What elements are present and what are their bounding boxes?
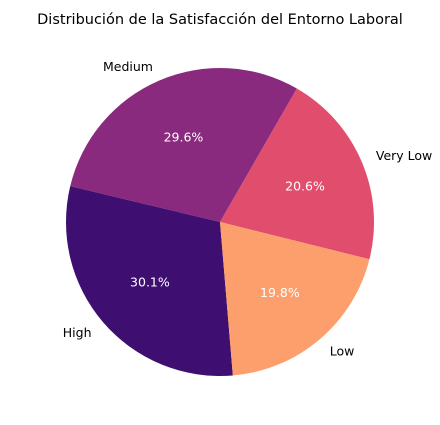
pie-slice-low — [220, 222, 370, 376]
pie-slice-medium — [70, 68, 297, 222]
pie-category-label-medium: Medium — [103, 59, 153, 74]
pie-pct-label-low: 19.8% — [260, 285, 300, 300]
pie-slice-very-low — [220, 88, 374, 260]
pie-category-label-high: High — [63, 325, 92, 340]
pie-labels: 20.6% Very Low 29.6% Medium 30.1% High 19.8% Lo… — [63, 59, 433, 359]
pie-pct-label-medium: 29.6% — [164, 130, 204, 145]
pie-pct-label-high: 30.1% — [130, 275, 170, 290]
pie-pct-label-very-low: 20.6% — [285, 178, 325, 193]
pie-slices — [66, 68, 374, 376]
pie-category-label-very-low: Very Low — [376, 148, 432, 163]
chart-title: Distribución de la Satisfacción del Ento… — [37, 12, 403, 28]
pie-category-label-low: Low — [330, 344, 355, 359]
pie-slice-high — [66, 186, 233, 376]
